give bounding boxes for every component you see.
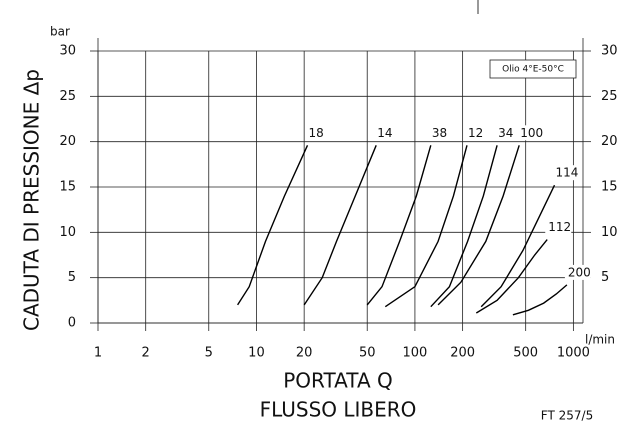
annotation-box [489, 59, 577, 79]
annotation: Olio 4°E-50°C [502, 65, 564, 75]
curve-label-bg [495, 125, 522, 141]
x-tick-label: 1000 [557, 346, 590, 361]
curve-label-bg [305, 125, 332, 141]
curve-label: 38 [432, 126, 447, 140]
y2-tick-label: 5 [601, 270, 609, 285]
y-tick-label: 5 [68, 270, 76, 285]
y2-tick-label: 15 [601, 180, 618, 195]
y2-tick-label: 10 [601, 225, 618, 240]
curve-label: 34 [498, 126, 513, 140]
x-tick-label: 10 [248, 346, 265, 361]
curve [303, 145, 377, 306]
curve-label-bg [464, 125, 491, 141]
curve-label-bg [517, 125, 544, 141]
x-unit: l/min [585, 333, 615, 347]
curve-label-bg [374, 125, 401, 141]
x-axis-label: PORTATA Q [283, 369, 392, 393]
curve-label-bg [564, 264, 591, 280]
curve-label: 14 [377, 126, 392, 140]
x-tick-label: 5 [205, 346, 213, 361]
x-tick-label: 200 [450, 346, 475, 361]
curve [512, 284, 568, 316]
x-tick-label: 100 [403, 346, 428, 361]
x-tick-label: 2 [142, 346, 150, 361]
curve [384, 145, 468, 308]
curve-label-bg [552, 165, 579, 181]
curve-label: 12 [468, 126, 483, 140]
y-tick-label: 15 [59, 180, 76, 195]
curve-label: 114 [555, 166, 578, 180]
curve-label-bg [545, 219, 572, 235]
x-tick-label: 1 [94, 346, 102, 361]
figure-code: FT 257/5 [541, 409, 593, 423]
curve [237, 145, 309, 306]
curve [366, 145, 432, 306]
y-unit: bar [50, 25, 70, 39]
curve [437, 145, 520, 306]
y-axis-label: CADUTA DI PRESSIONE Δp [20, 69, 44, 331]
curve-label: 18 [309, 126, 324, 140]
y2-tick-label: 30 [601, 44, 618, 59]
y-tick-label: 0 [68, 316, 76, 331]
y-tick-label: 10 [59, 225, 76, 240]
y-tick-label: 30 [59, 44, 76, 59]
curve-label: 200 [568, 265, 591, 279]
y2-tick-label: 25 [601, 89, 618, 104]
curve-label-bg [428, 125, 455, 141]
x-tick-label: 20 [296, 346, 313, 361]
x-tick-label: 50 [359, 346, 376, 361]
subtitle: FLUSSO LIBERO [260, 398, 417, 422]
curve-label: 112 [548, 220, 571, 234]
curve [430, 145, 498, 308]
curve [475, 239, 548, 314]
curve-label: 100 [520, 126, 543, 140]
y-tick-label: 20 [59, 134, 76, 149]
y2-tick-label: 20 [601, 134, 618, 149]
curve [480, 184, 556, 308]
y-tick-label: 25 [59, 89, 76, 104]
x-tick-label: 500 [513, 346, 538, 361]
